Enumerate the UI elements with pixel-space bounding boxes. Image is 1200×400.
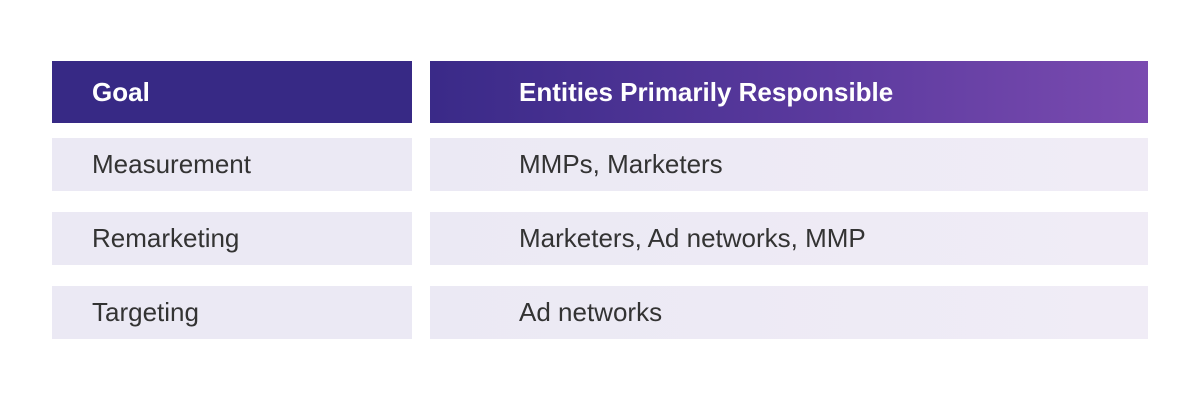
entities-cell: Marketers, Ad networks, MMP [430,212,1148,265]
responsibility-table: Goal Entities Primarily Responsible Meas… [52,61,1148,360]
entities-cell: MMPs, Marketers [430,138,1148,191]
goal-cell: Remarketing [52,212,412,265]
header-entities: Entities Primarily Responsible [430,61,1148,123]
table-header-row: Goal Entities Primarily Responsible [52,61,1148,123]
table-row: Remarketing Marketers, Ad networks, MMP [52,212,1148,265]
entities-cell: Ad networks [430,286,1148,339]
goal-cell: Targeting [52,286,412,339]
header-goal: Goal [52,61,412,123]
goal-cell: Measurement [52,138,412,191]
table-row: Measurement MMPs, Marketers [52,138,1148,191]
table-row: Targeting Ad networks [52,286,1148,339]
